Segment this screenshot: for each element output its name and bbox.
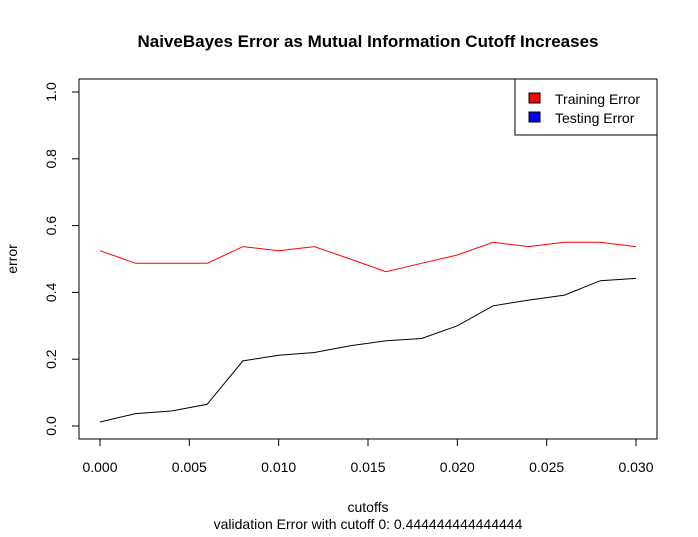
- series-line-training-error: [99, 241, 637, 273]
- legend-label-testing: Testing Error: [555, 110, 635, 126]
- y-tick-label: 0.6: [43, 216, 59, 236]
- legend-label-training: Training Error: [555, 91, 640, 107]
- y-tick-label: 0.8: [43, 149, 59, 169]
- legend-swatch-testing: [528, 111, 541, 123]
- legend-box: [514, 78, 658, 136]
- x-tick-label: 0.010: [261, 459, 296, 475]
- x-tick-label: 0.000: [82, 459, 117, 475]
- x-tick-label: 0.020: [440, 459, 475, 475]
- series-line-testing-error: [99, 277, 637, 423]
- x-axis-label: cutoffs: [348, 499, 389, 515]
- x-tick-label: 0.030: [618, 459, 653, 475]
- y-axis-label: error: [4, 244, 20, 274]
- x-tick-label: 0.005: [172, 459, 207, 475]
- y-tick-label: 0.4: [43, 282, 59, 302]
- chart-title: NaiveBayes Error as Mutual Information C…: [137, 32, 598, 51]
- x-tick-label: 0.015: [350, 459, 385, 475]
- legend: Training Error Testing Error: [514, 78, 658, 136]
- legend-swatch-training: [528, 92, 541, 104]
- y-tick-label: 0.2: [43, 349, 59, 369]
- axes: 0.000 0.005 0.010 0.015 0.020 0.025 0.030 0.0 0.…: [43, 82, 654, 475]
- y-tick-label: 0.0: [43, 416, 59, 436]
- x-tick-label: 0.025: [529, 459, 564, 475]
- chart-subtitle: validation Error with cutoff 0: 0.444444…: [214, 516, 523, 532]
- y-tick-label: 1.0: [43, 82, 59, 102]
- series-lines: [99, 241, 637, 423]
